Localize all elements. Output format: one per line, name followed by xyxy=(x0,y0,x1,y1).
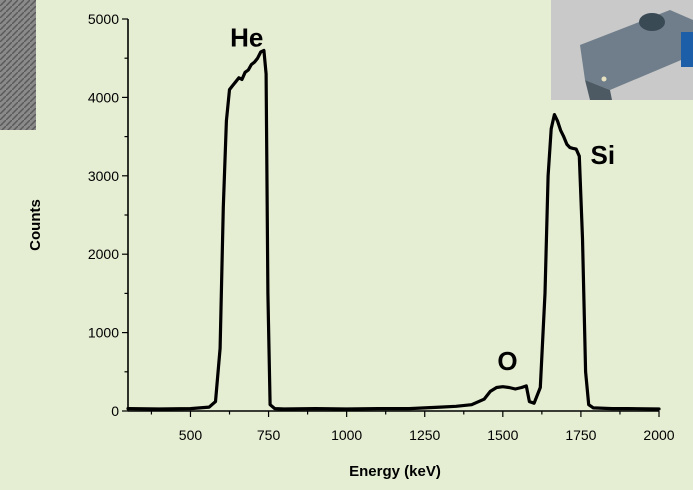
x-tick-label: 1500 xyxy=(487,427,518,443)
y-axis-title: Counts xyxy=(27,199,44,251)
ticks: 500 750 1000 1250 1500 1750 2000 0 1000 2000 3000 4… xyxy=(88,11,675,443)
sample-photo-inset xyxy=(551,0,693,100)
x-tick-label: 1000 xyxy=(331,427,362,443)
series-layer xyxy=(126,48,661,411)
x-tick-label: 1750 xyxy=(565,427,596,443)
y-tick-label: 5000 xyxy=(88,11,119,27)
peak-label-o: O xyxy=(497,346,517,376)
y-tick-label: 1000 xyxy=(88,325,119,341)
x-tick-label: 2000 xyxy=(643,427,674,443)
peak-label-si: Si xyxy=(590,140,615,170)
x-axis-title: Energy (keV) xyxy=(349,463,441,480)
x-tick-label: 1250 xyxy=(409,427,440,443)
sem-image-inset xyxy=(0,0,36,130)
y-tick-label: 4000 xyxy=(88,89,119,105)
spectrum-line-0 xyxy=(126,48,661,411)
x-tick-label: 750 xyxy=(257,427,281,443)
annotations: He O Si xyxy=(230,22,615,376)
x-tick-label: 500 xyxy=(179,427,203,443)
y-tick-label: 0 xyxy=(111,403,119,419)
y-tick-label: 3000 xyxy=(88,168,119,184)
peak-label-he: He xyxy=(230,22,263,52)
y-tick-label: 2000 xyxy=(88,246,119,262)
